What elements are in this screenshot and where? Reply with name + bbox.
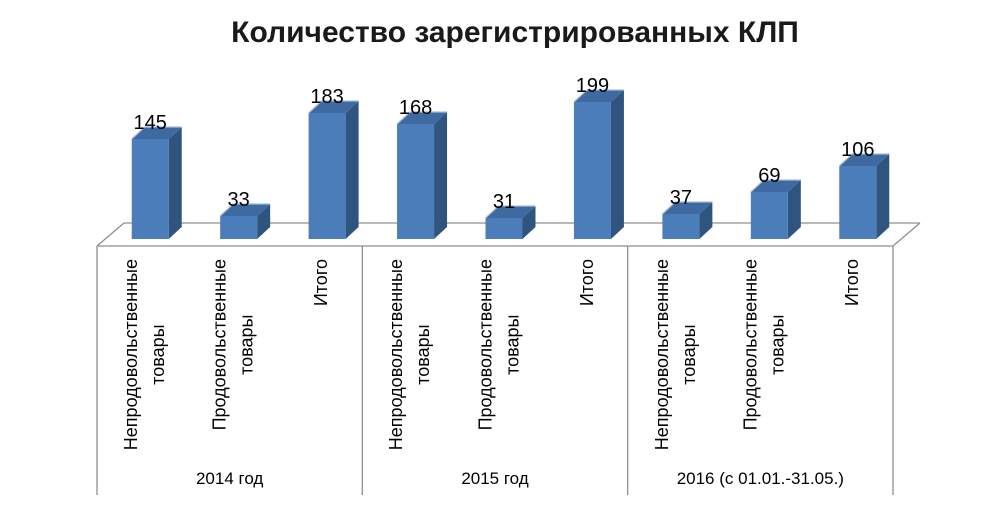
bar-top-face (131, 127, 182, 139)
bar-top-face (662, 202, 713, 214)
group-axis-label: 2016 (с 01.01.-31.05.) (676, 469, 844, 488)
bar-value-label: 199 (575, 75, 610, 97)
bar-side-face (257, 204, 271, 239)
category-axis-label-line: товары (502, 314, 522, 375)
bar-side-face (876, 154, 890, 239)
bar (662, 214, 700, 239)
category-axis-label-line: Продовольственные (475, 259, 495, 431)
category-axis-label-text: Итого (309, 259, 336, 306)
bar-value-label: 31 (492, 191, 516, 213)
bar-top-highlight (485, 205, 536, 219)
bar-side-face (610, 90, 624, 239)
group-axis-label: 2014 год (195, 469, 264, 488)
bar-top-highlight (573, 89, 624, 103)
bar-value-label: 183 (310, 86, 344, 108)
bar-side-face (699, 202, 713, 239)
bar (397, 124, 435, 239)
bar-top-highlight (131, 126, 182, 140)
category-axis-label-text: Продовольственные товары (737, 259, 791, 430)
category-axis-label-text: Продовольственные товары (472, 259, 526, 430)
bar-side-face (522, 206, 536, 239)
chart-title: Количество зарегистрированных КЛП (231, 16, 799, 49)
category-axis-label-text: Непродовольственные товары (649, 259, 703, 450)
category-axis-label-line: товары (678, 324, 699, 385)
category-axis-label-line: Итого (842, 259, 863, 307)
category-axis-label-line: товары (236, 314, 257, 375)
category-axis-label-line: Непродовольственные (121, 259, 142, 451)
bar-top-highlight (396, 111, 448, 125)
category-axis-label-line: Продовольственные (740, 259, 761, 431)
category-axis-label-line: товары (148, 324, 169, 385)
bar (308, 113, 346, 239)
bar-side-face (787, 180, 801, 239)
group-axis-label: 2015 год (461, 469, 529, 488)
bar-top-highlight (308, 100, 359, 114)
bar-top-highlight (219, 203, 271, 217)
bar-top-highlight (838, 153, 890, 167)
bar-top-face (485, 206, 536, 218)
category-axis-label-text: Продовольственные товары (207, 259, 261, 430)
category-axis-label-line: товары (413, 324, 434, 385)
bar (839, 166, 877, 239)
category-axis-label-line: Итого (576, 259, 597, 307)
floor-right-edge (892, 222, 921, 247)
bar-top-face (308, 101, 359, 113)
category-axis-label-line: Непродовольственные (651, 259, 672, 451)
bar (573, 102, 611, 239)
bar-value-label: 106 (841, 139, 875, 161)
category-axis-label-text: Непродовольственные товары (384, 259, 438, 450)
bar-value-label: 37 (669, 187, 692, 209)
bar-top-highlight (661, 201, 713, 215)
bar-top-face (839, 154, 890, 166)
bar-value-label: 69 (758, 165, 781, 187)
bar-value-label: 33 (227, 189, 250, 211)
bar-value-label: 168 (398, 97, 433, 119)
bar (131, 139, 169, 239)
bar-top-highlight (750, 179, 801, 193)
category-axis-label-text: Итого (574, 259, 601, 306)
bar (485, 218, 523, 239)
bar (220, 216, 258, 239)
bar-side-face (168, 127, 182, 239)
bar-side-face (345, 101, 359, 239)
bar-top-face (397, 112, 448, 124)
category-axis-label-line: Итого (311, 259, 332, 307)
category-axis-label-line: Непродовольственные (386, 259, 407, 451)
category-axis-label-line: товары (767, 314, 788, 375)
floor-left-edge (96, 222, 125, 247)
category-axis-label-text: Итого (839, 259, 866, 306)
category-axis-label-text: Непродовольственные товары (118, 259, 172, 450)
bar-value-label: 145 (133, 112, 167, 134)
category-axis-label-line: Продовольственные (209, 259, 230, 431)
bar-top-face (220, 204, 271, 216)
bar-top-face (750, 180, 801, 192)
bar-side-face (434, 112, 448, 239)
bar (750, 192, 788, 239)
bar-top-face (573, 90, 624, 102)
